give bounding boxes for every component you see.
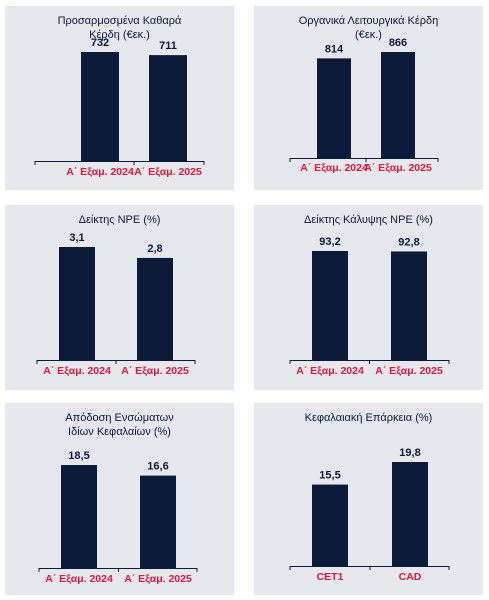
chart-title: Δείκτης NPE (%) <box>78 214 161 226</box>
bar-2 <box>137 257 173 360</box>
data-label-1: 15,5 <box>319 470 340 482</box>
data-label-2: 16,6 <box>147 461 168 473</box>
bar-1 <box>312 251 348 360</box>
bar-2 <box>392 462 428 566</box>
bar-chart-rote: 18,5 Α΄ Εξαμ. 2024 16,6 Α΄ Εξαμ. 2025 <box>38 450 198 585</box>
chart-panel-adjusted-net-profit: Προσαρμοσμένα Καθαρά Κέρδη (€εκ.) 732 Α΄ … <box>5 6 234 190</box>
category-label-1: Α΄ Εξαμ. 2024 <box>300 162 368 174</box>
bar-2 <box>381 52 415 158</box>
data-label-2: 866 <box>389 37 407 49</box>
category-label-1: Α΄ Εξαμ. 2024 <box>45 573 113 585</box>
bar-chart-capital-adequacy: 15,5 CET1 19,8 CAD <box>289 447 450 583</box>
chart-title: Δείκτης Κάλυψης NPE (%) <box>304 214 433 226</box>
data-label-1: 732 <box>91 37 109 49</box>
bar-2 <box>140 475 176 568</box>
chart-panel-npe-coverage: Δείκτης Κάλυψης NPE (%) 93,2 Α΄ Εξαμ. 202… <box>254 205 483 390</box>
category-label-2: Α΄ Εξαμ. 2025 <box>364 162 432 174</box>
data-label-1: 18,5 <box>68 450 89 462</box>
data-label-2: 711 <box>159 40 177 52</box>
data-label-1: 3,1 <box>69 232 84 244</box>
chart-panel-organic-operating-profit: Οργανικά Λειτουργικά Κέρδη (€εκ.) 814 Α΄ … <box>254 6 483 190</box>
bar-1 <box>59 247 95 360</box>
category-label-2: Α΄ Εξαμ. 2025 <box>134 166 202 178</box>
bar-chart-adjusted-net-profit: 732 Α΄ Εξαμ. 2024 711 Α΄ Εξαμ. 2025 <box>34 37 205 178</box>
bar-chart-npe-ratio: 3,1 Α΄ Εξαμ. 2024 2,8 Α΄ Εξαμ. 2025 <box>36 232 196 377</box>
chart-title: Απόδοση Ενσώματων Ιδίων Κεφαλαίων (%) <box>65 412 174 438</box>
category-label-1: CET1 <box>317 571 344 583</box>
bar-1 <box>317 58 351 158</box>
data-label-1: 814 <box>325 43 344 55</box>
bar-2 <box>149 55 187 162</box>
data-label-2: 92,8 <box>398 236 419 248</box>
chart-panel-rote: Απόδοση Ενσώματων Ιδίων Κεφαλαίων (%) 18… <box>5 403 234 595</box>
category-label-1: Α΄ Εξαμ. 2024 <box>43 365 111 377</box>
category-label-2: Α΄ Εξαμ. 2025 <box>121 365 189 377</box>
category-label-2: CAD <box>399 571 422 583</box>
category-label-2: Α΄ Εξαμ. 2025 <box>375 365 443 377</box>
bar-1 <box>312 484 348 566</box>
category-label-1: Α΄ Εξαμ. 2024 <box>66 166 134 178</box>
bar-1 <box>81 52 119 161</box>
chart-title: Προσαρμοσμένα Καθαρά Κέρδη (€εκ.) <box>57 15 182 41</box>
data-label-2: 2,8 <box>147 243 162 255</box>
bar-2 <box>391 251 427 360</box>
bar-chart-npe-coverage: 93,2 Α΄ Εξαμ. 2024 92,8 Α΄ Εξαμ. 2025 <box>289 236 450 377</box>
data-label-1: 93,2 <box>319 236 340 248</box>
data-label-2: 19,8 <box>399 447 420 459</box>
category-label-2: Α΄ Εξαμ. 2025 <box>124 573 192 585</box>
chart-panel-npe-ratio: Δείκτης NPE (%) 3,1 Α΄ Εξαμ. 2024 2,8 Α΄ Εξ… <box>5 205 234 390</box>
bar-1 <box>61 465 97 568</box>
bar-chart-organic-operating-profit: 814 Α΄ Εξαμ. 2024 866 Α΄ Εξαμ. 2025 <box>289 37 439 174</box>
chart-panel-capital-adequacy: Κεφαλαιακή Επάρκεια (%) 15,5 CET1 19,8 CAD <box>254 403 483 595</box>
chart-title: Οργανικά Λειτουργικά Κέρδη (€εκ.) <box>298 15 439 41</box>
chart-title: Κεφαλαιακή Επάρκεια (%) <box>304 412 433 424</box>
category-label-1: Α΄ Εξαμ. 2024 <box>296 365 364 377</box>
